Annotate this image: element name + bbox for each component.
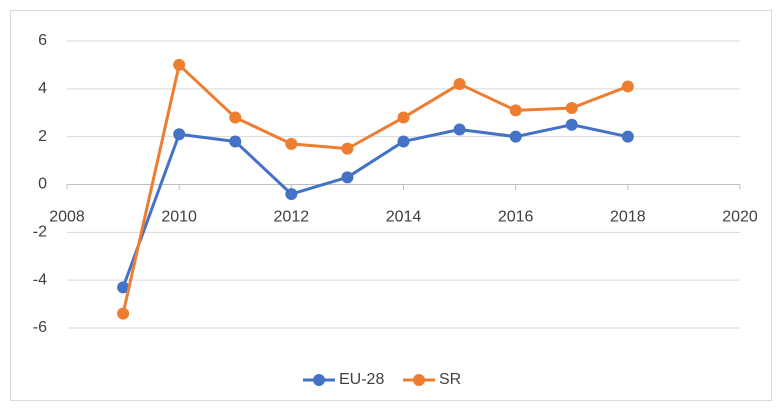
point xyxy=(341,142,354,155)
legend-label: EU-28 xyxy=(339,371,384,388)
point xyxy=(565,101,578,114)
chart-border xyxy=(10,10,772,401)
x-tick-label: 2020 xyxy=(722,209,758,226)
x-tick-label: 2010 xyxy=(161,209,197,226)
point xyxy=(621,80,634,93)
x-tick-label: 2008 xyxy=(49,209,85,226)
y-tick-label: -6 xyxy=(33,319,47,336)
y-tick-label: -2 xyxy=(33,224,47,241)
x-tick-label: 2018 xyxy=(610,209,646,226)
series-line xyxy=(121,63,629,314)
point xyxy=(397,135,410,148)
series-line xyxy=(121,123,629,288)
legend-label: SR xyxy=(439,371,461,388)
point xyxy=(173,58,186,71)
x-tick-label: 2012 xyxy=(274,209,310,226)
point xyxy=(565,118,578,131)
point xyxy=(509,130,522,143)
point xyxy=(341,171,354,184)
y-tick-label: -4 xyxy=(33,271,47,288)
point xyxy=(229,111,242,124)
y-tick-label: 2 xyxy=(38,128,47,145)
point xyxy=(285,137,298,150)
point xyxy=(117,281,130,294)
point xyxy=(621,130,634,143)
point xyxy=(453,123,466,136)
y-tick-label: 6 xyxy=(38,32,47,49)
point xyxy=(285,188,298,201)
y-tick-label: 0 xyxy=(38,176,47,193)
legend-marker xyxy=(313,374,325,386)
point xyxy=(117,307,130,320)
point xyxy=(397,111,410,124)
point xyxy=(173,128,186,141)
y-tick-label: 4 xyxy=(38,80,47,97)
legend-marker xyxy=(413,374,425,386)
x-tick-label: 2014 xyxy=(386,209,422,226)
point xyxy=(229,135,242,148)
point xyxy=(453,78,466,91)
point xyxy=(509,104,522,117)
x-tick-label: 2016 xyxy=(498,209,534,226)
